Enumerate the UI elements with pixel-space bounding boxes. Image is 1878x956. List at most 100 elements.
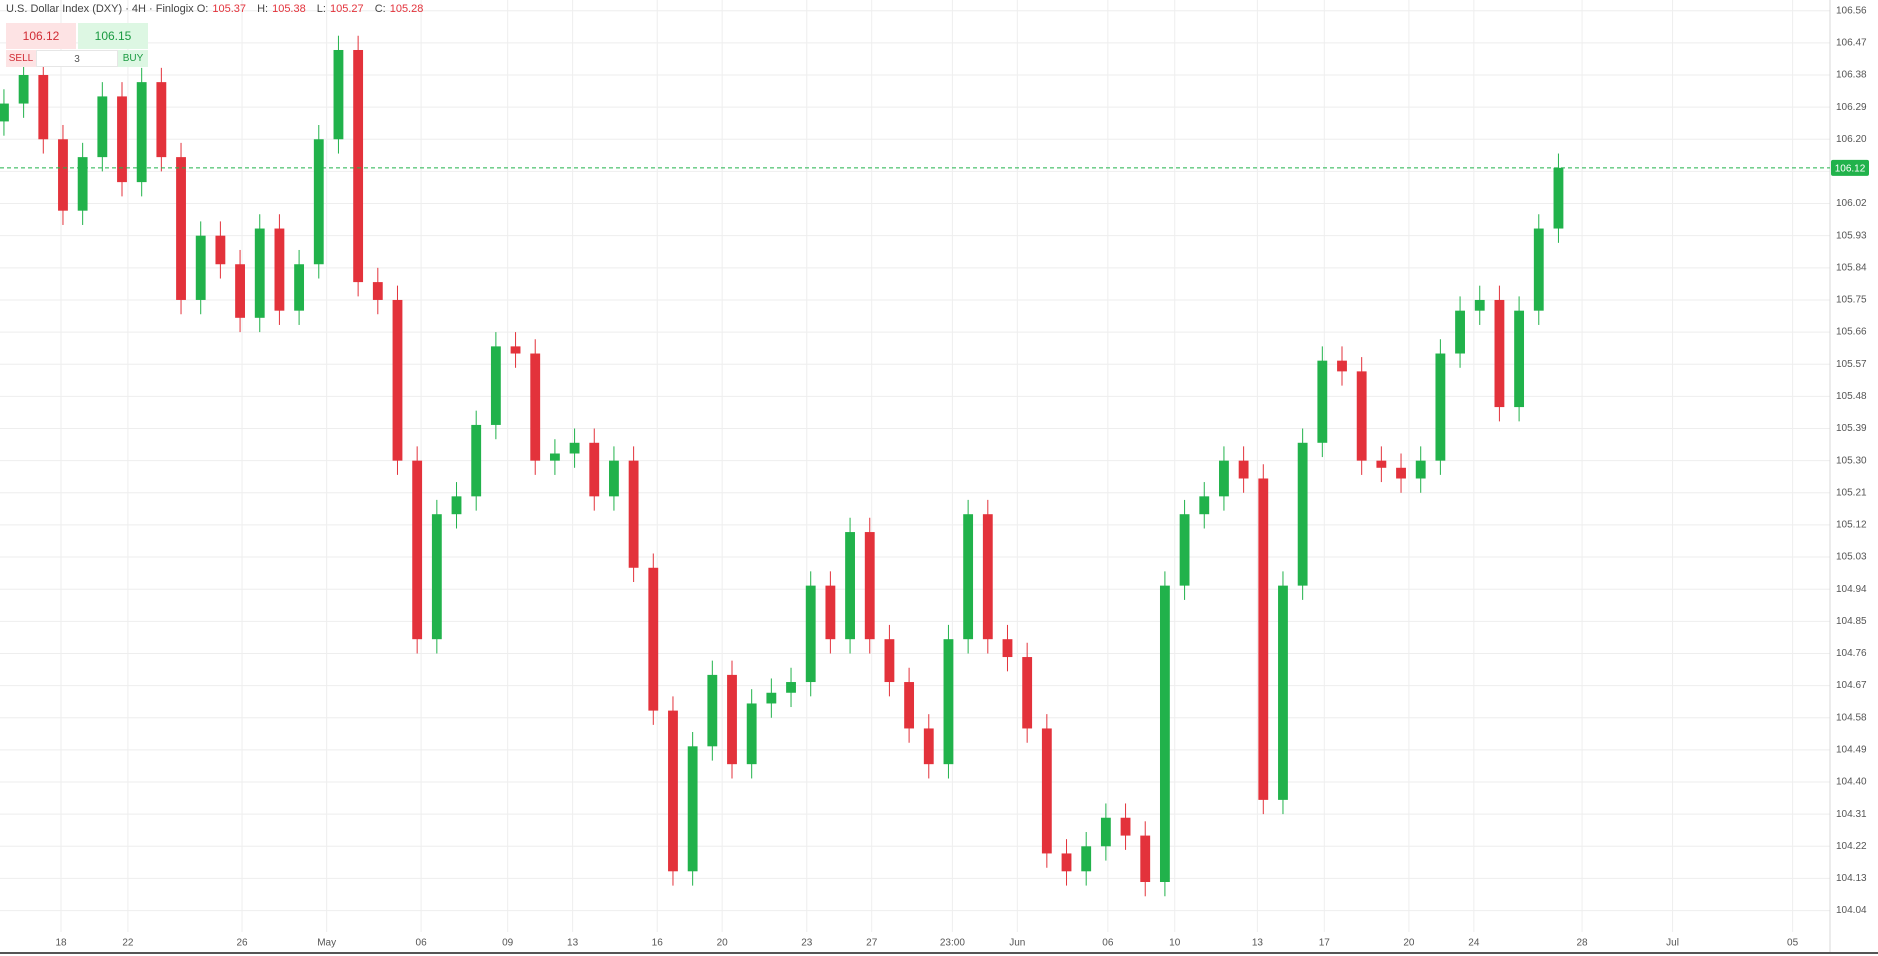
y-tick-label: 104.67 bbox=[1836, 680, 1867, 691]
candle-body bbox=[1022, 657, 1033, 729]
candle-body bbox=[923, 728, 934, 765]
close-label: C: bbox=[374, 3, 386, 15]
high-label: H: bbox=[257, 3, 269, 15]
candle-body bbox=[58, 139, 68, 211]
x-tick-label: 23 bbox=[801, 938, 813, 949]
candle-body bbox=[1514, 310, 1525, 408]
candle-body bbox=[1159, 585, 1170, 883]
candle-body bbox=[786, 682, 796, 693]
candle-body bbox=[235, 264, 245, 318]
y-tick-label: 106.56 bbox=[1836, 5, 1867, 16]
y-tick-label: 105.21 bbox=[1836, 487, 1867, 498]
x-tick-label: 27 bbox=[866, 938, 878, 949]
x-tick-label: 06 bbox=[416, 938, 428, 949]
y-tick-label: 104.04 bbox=[1836, 905, 1867, 916]
candle-body bbox=[1120, 817, 1131, 836]
y-tick-label: 105.39 bbox=[1836, 423, 1867, 434]
y-tick-label: 104.13 bbox=[1836, 873, 1867, 884]
candle-body bbox=[372, 282, 383, 300]
candle-body bbox=[1041, 728, 1052, 854]
x-tick-label: 20 bbox=[1403, 938, 1415, 949]
x-tick-label: 28 bbox=[1577, 938, 1589, 949]
x-tick-label: 26 bbox=[236, 938, 248, 949]
candle-body bbox=[845, 532, 855, 640]
high-value: 105.38 bbox=[272, 3, 306, 15]
low-value: 105.27 bbox=[329, 3, 364, 15]
x-tick-label: Jul bbox=[1666, 938, 1679, 949]
candle-body bbox=[687, 746, 698, 872]
y-tick-label: 105.93 bbox=[1836, 230, 1867, 241]
candle-body bbox=[1553, 167, 1564, 229]
candle-body bbox=[471, 424, 482, 497]
candle-body bbox=[1140, 835, 1151, 883]
quantity[interactable]: 3 bbox=[36, 50, 118, 67]
candle-body bbox=[1081, 846, 1092, 872]
x-tick-label: Jun bbox=[1009, 938, 1025, 949]
candle-body bbox=[1376, 460, 1387, 468]
candle-body bbox=[490, 346, 501, 425]
candle-body bbox=[0, 103, 9, 122]
candle-body bbox=[510, 346, 521, 354]
buy-price[interactable]: 106.15 bbox=[78, 23, 148, 49]
y-tick-label: 104.40 bbox=[1836, 777, 1867, 788]
candle-body bbox=[805, 585, 816, 683]
candle-body bbox=[1100, 817, 1111, 847]
candle-body bbox=[1219, 460, 1229, 497]
x-tick-label: 22 bbox=[122, 938, 134, 949]
candle-body bbox=[1199, 496, 1210, 515]
candle-body bbox=[963, 514, 974, 640]
candle-body bbox=[1494, 299, 1505, 408]
trade-widget: 106.12 106.15 SELL 3 BUY bbox=[6, 23, 148, 69]
candle-body bbox=[707, 674, 718, 747]
y-tick-label: 105.03 bbox=[1836, 552, 1867, 563]
candle-body bbox=[97, 96, 108, 158]
x-tick-label: 10 bbox=[1169, 938, 1181, 949]
candle-body bbox=[569, 442, 580, 454]
candle-body bbox=[412, 460, 423, 640]
y-tick-label: 104.85 bbox=[1836, 616, 1867, 627]
last-price-tag bbox=[1831, 159, 1869, 176]
candle-body bbox=[451, 496, 462, 515]
y-tick-label: 105.48 bbox=[1836, 391, 1867, 402]
candle-body bbox=[668, 710, 678, 872]
candle-body bbox=[1533, 228, 1544, 311]
candle-body bbox=[589, 442, 600, 497]
candle-body bbox=[1415, 460, 1426, 479]
y-tick-label: 106.02 bbox=[1836, 198, 1867, 209]
candle-body bbox=[392, 299, 403, 461]
candle-body bbox=[353, 49, 364, 283]
close-value: 105.28 bbox=[389, 3, 424, 15]
y-tick-label: 105.12 bbox=[1836, 520, 1867, 531]
candle-body bbox=[77, 157, 88, 211]
y-tick-label: 105.75 bbox=[1836, 295, 1867, 306]
candle-body bbox=[864, 532, 875, 640]
open-value: 105.37 bbox=[212, 3, 247, 15]
candle-body bbox=[1002, 639, 1013, 658]
candle-body bbox=[1396, 467, 1406, 479]
x-tick-label: 23:00 bbox=[940, 938, 965, 949]
header: U.S. Dollar Index (DXY) · 4H · Finlogix … bbox=[6, 3, 431, 15]
x-tick-label: 18 bbox=[55, 938, 67, 949]
x-tick-label: 13 bbox=[567, 938, 579, 949]
candle-body bbox=[313, 139, 324, 265]
candle-body bbox=[746, 703, 757, 765]
candle-body bbox=[176, 157, 186, 300]
sell-price[interactable]: 106.12 bbox=[6, 23, 76, 49]
candle-body bbox=[1337, 360, 1347, 372]
candle-body bbox=[1356, 371, 1367, 461]
candle-body bbox=[1238, 460, 1249, 479]
candle-body bbox=[195, 235, 206, 300]
candle-body bbox=[18, 74, 29, 104]
candle-body bbox=[530, 353, 541, 461]
candle-body bbox=[766, 692, 777, 704]
sell-button[interactable]: SELL bbox=[6, 50, 36, 67]
buy-button[interactable]: BUY bbox=[118, 50, 148, 67]
candle-body bbox=[1455, 310, 1465, 354]
y-tick-label: 104.76 bbox=[1836, 648, 1867, 659]
candle-body bbox=[1061, 853, 1072, 872]
x-tick-label: 13 bbox=[1252, 938, 1264, 949]
title: U.S. Dollar Index (DXY) · 4H · Finlogix bbox=[6, 3, 194, 15]
candle-body bbox=[1474, 299, 1485, 311]
